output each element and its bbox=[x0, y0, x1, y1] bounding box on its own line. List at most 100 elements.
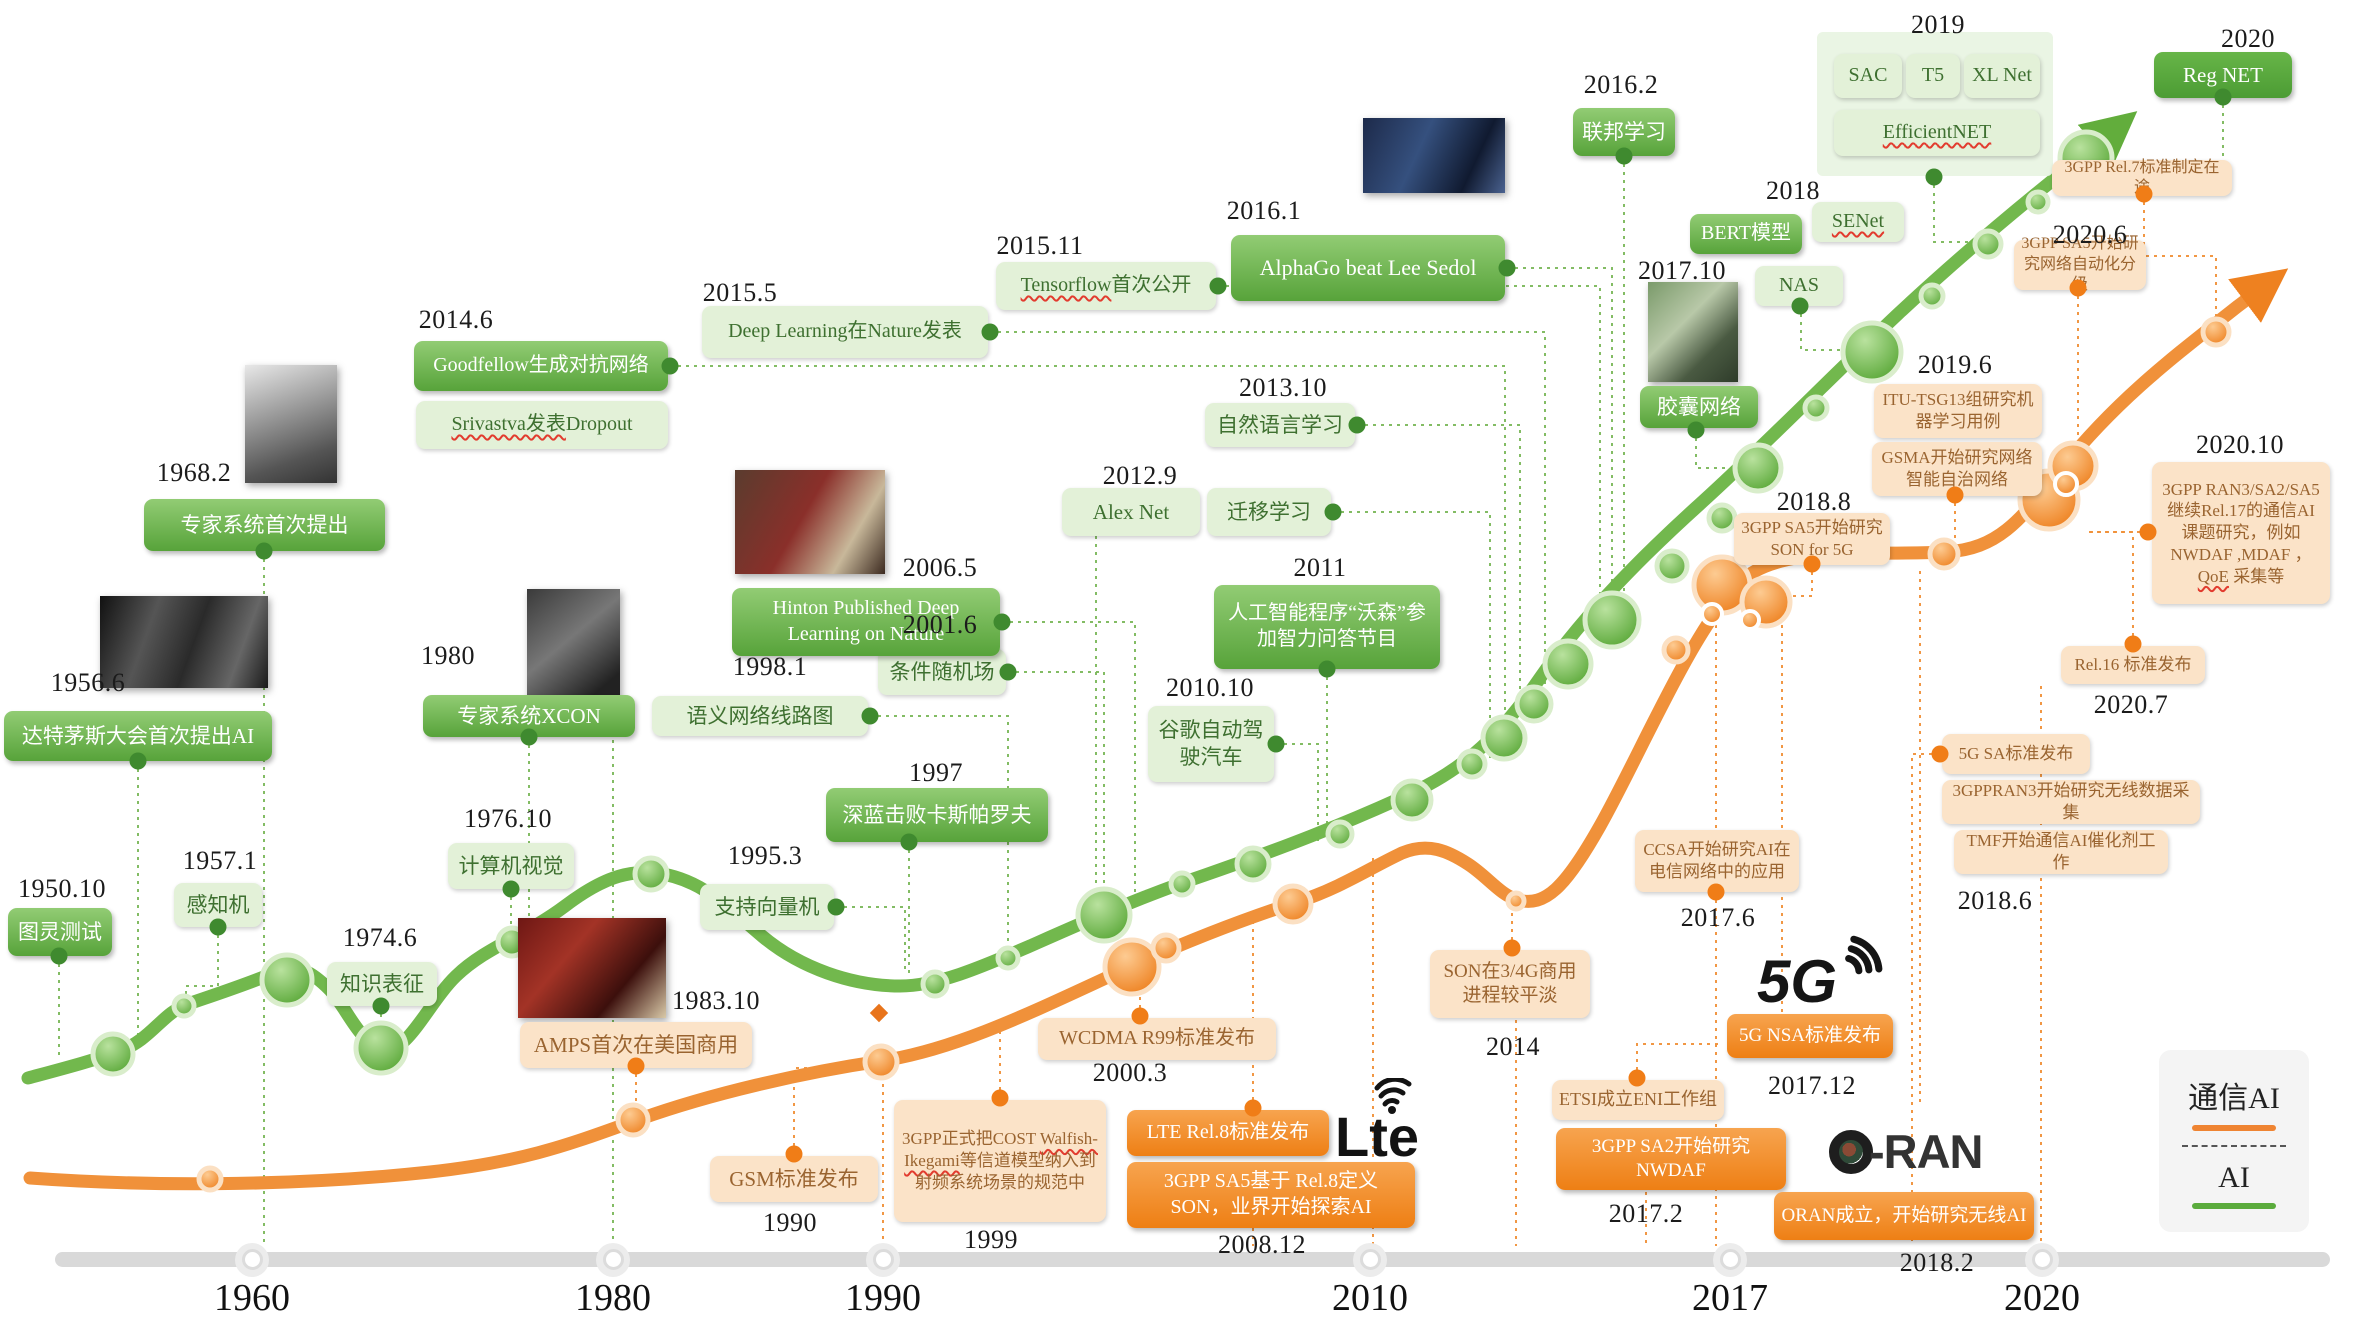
legend-telecom-ai-label: 通信AI bbox=[2188, 1082, 2280, 1115]
dashed-connector bbox=[185, 927, 219, 1000]
telecom-bubble bbox=[1150, 932, 1182, 964]
ai-bubble bbox=[1325, 819, 1355, 849]
event-label-text: 专家系统首次提出 bbox=[180, 512, 349, 537]
ai-bubble bbox=[1480, 714, 1528, 762]
connector-dot bbox=[1946, 486, 1964, 504]
oran-logo: -RAN bbox=[1829, 1124, 1983, 1179]
ai-bubble bbox=[1802, 394, 1830, 422]
event-date: 2017.10 bbox=[1638, 256, 1726, 285]
dashed-connector bbox=[1002, 621, 1136, 896]
event-label-text: QoE bbox=[2197, 566, 2229, 586]
dashed-connector bbox=[1218, 285, 1601, 620]
event-label: AMPS首次在美国商用 bbox=[520, 1022, 752, 1068]
connector-dot bbox=[1318, 660, 1336, 678]
connector-dot bbox=[1791, 297, 1809, 315]
dashed-connector bbox=[1357, 424, 1521, 704]
connector-dot bbox=[981, 323, 999, 341]
event-label-text: Reg NET bbox=[2183, 62, 2263, 87]
event-label-text: WCDMA R99标准发布 bbox=[1058, 1027, 1256, 1050]
event-label-text: Deep Learning在Nature发表 bbox=[728, 320, 962, 343]
event-label: 人工智能程序“沃森”参加智力问答节目 bbox=[1214, 585, 1440, 669]
dashed-connector bbox=[1800, 306, 1858, 351]
connector-dot bbox=[2135, 185, 2153, 203]
event-label: 支持向量机 bbox=[700, 884, 834, 930]
ai-bubble bbox=[1840, 320, 1904, 384]
axis-year-label: 2020 bbox=[2004, 1277, 2080, 1319]
event-date: 2008.12 bbox=[1218, 1230, 1306, 1259]
axis-tick-ring bbox=[866, 1242, 900, 1277]
event-label: SON在3/4G商用进程较平淡 bbox=[1430, 950, 1590, 1018]
legend-telecom-ai-line bbox=[2192, 1125, 2276, 1131]
connector-dot bbox=[993, 613, 1011, 631]
connector-dot bbox=[900, 833, 918, 851]
dashed-connector bbox=[2085, 531, 2134, 644]
connector-dot bbox=[1687, 421, 1705, 439]
event-label-text: Hinton Published Deep Learning on Nature bbox=[772, 597, 960, 645]
connector-dot bbox=[1503, 939, 1521, 957]
ai-bubble bbox=[995, 945, 1021, 971]
event-label: SAC bbox=[1834, 54, 1902, 98]
event-date: 2006.5 bbox=[902, 553, 978, 582]
event-label: BERT模型 bbox=[1690, 214, 1802, 254]
event-label-text: LTE Rel.8标准发布 bbox=[1146, 1121, 1310, 1144]
event-label-text: 3GPP SA5开始研究SON for 5G bbox=[1741, 518, 1883, 559]
event-date: 2019.6 bbox=[1917, 350, 1993, 379]
event-label-text: 迁移学习 bbox=[1227, 499, 1311, 524]
event-label: 谷歌自动驾驶汽车 bbox=[1148, 706, 1274, 782]
event-label-text: GSMA开始研究网络智能自治网络 bbox=[1881, 448, 2033, 489]
lte-logo: Lte bbox=[1335, 1076, 1421, 1168]
event-date: 2017.12 bbox=[1768, 1071, 1856, 1100]
ai-bubble bbox=[1654, 548, 1690, 584]
dashed-connector bbox=[793, 1067, 878, 1154]
telecom-bubble bbox=[196, 1165, 224, 1193]
event-label-text: 3GPP SA5基于 Rel.8定义SON，业界开始探索AI bbox=[1163, 1170, 1379, 1218]
event-label: 专家系统首次提出 bbox=[144, 499, 385, 551]
event-date: 2020.7 bbox=[2093, 690, 2169, 719]
event-label-text: SENet bbox=[1831, 210, 1885, 233]
axis-year-label: 1980 bbox=[575, 1277, 651, 1319]
event-label: CCSA开始研究AI在电信网络中的应用 bbox=[1635, 830, 1799, 892]
event-label: Deep Learning在Nature发表 bbox=[702, 306, 988, 358]
connector-dot bbox=[2124, 635, 2142, 653]
photo-alphago-match bbox=[1363, 118, 1505, 193]
connector-dot bbox=[785, 1145, 803, 1163]
dashed-connector bbox=[1790, 564, 1813, 597]
event-date: 2001.6 bbox=[902, 610, 978, 639]
event-date: 2018.6 bbox=[1957, 886, 2033, 915]
event-date: 2017.2 bbox=[1608, 1199, 1684, 1228]
event-label-text: 支持向量机 bbox=[714, 894, 820, 919]
event-date: 1950.10 bbox=[18, 874, 106, 903]
ai-bubble bbox=[1706, 502, 1738, 534]
event-label-text: 采集等 bbox=[2228, 566, 2285, 586]
event-label-text: AlphaGo beat Lee Sedol bbox=[1259, 254, 1477, 280]
event-label-text: GSM标准发布 bbox=[729, 1166, 859, 1191]
event-label-text: Dropout bbox=[565, 413, 633, 436]
telecom-bubble bbox=[1927, 537, 1961, 571]
event-label: 3GPP SA2开始研究NWDAF bbox=[1556, 1128, 1786, 1190]
event-label: 3GPPRAN3开始研究无线数据采集 bbox=[1942, 780, 2200, 824]
dashed-connectors bbox=[58, 97, 2224, 1246]
event-label: 3GPP SA5基于 Rel.8定义SON，业界开始探索AI bbox=[1127, 1162, 1415, 1228]
telecom-bubble bbox=[2200, 316, 2232, 348]
event-label-text: Alex Net bbox=[1092, 499, 1170, 524]
event-date: 2012.9 bbox=[1102, 461, 1178, 490]
svg-text:5G: 5G bbox=[1757, 948, 1837, 1010]
event-date: 1976.10 bbox=[464, 804, 552, 833]
event-label-text: 知识表征 bbox=[340, 971, 424, 996]
dashed-connector bbox=[2143, 194, 2217, 320]
ai-bubble bbox=[1168, 870, 1196, 898]
connector-dot bbox=[991, 1089, 1009, 1107]
dashed-connector bbox=[1333, 511, 1491, 760]
event-label-text: 计算机视觉 bbox=[458, 853, 564, 878]
event-label-text: 谷歌自动驾驶汽车 bbox=[1158, 718, 1264, 769]
connector-dot bbox=[502, 880, 520, 898]
event-label: SENet bbox=[1812, 202, 1904, 242]
event-label-text: 感知机 bbox=[186, 892, 250, 917]
event-label-text: TMF开始通信AI催化剂工作 bbox=[1966, 831, 2156, 872]
axis-tick-ring bbox=[235, 1242, 269, 1277]
dashed-connector bbox=[870, 715, 1009, 950]
event-label: 3GPP RAN3/SA2/SA5继续Rel.17的通信AI课题研究，例如NWD… bbox=[2152, 462, 2330, 604]
event-label-text: 5G SA标准发布 bbox=[1958, 744, 2074, 764]
event-date: 1998.1 bbox=[732, 652, 808, 681]
